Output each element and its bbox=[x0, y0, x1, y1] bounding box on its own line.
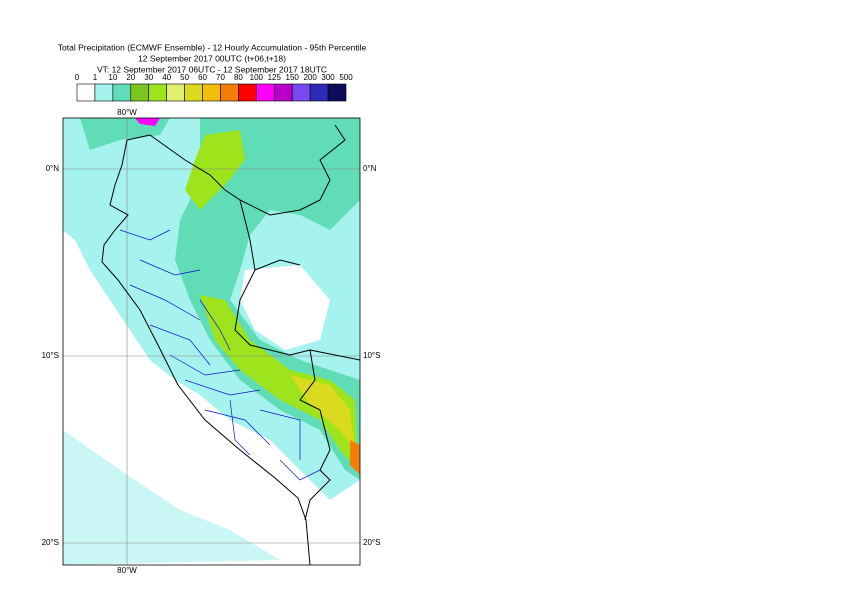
lat-label: 10°S bbox=[363, 351, 380, 360]
legend-swatch bbox=[291, 83, 311, 102]
dry-area bbox=[240, 265, 330, 350]
lat-label: 20°S bbox=[42, 538, 59, 547]
legend-label: 20 bbox=[126, 73, 135, 82]
lon-label: 80°W bbox=[117, 108, 137, 117]
legend-swatch bbox=[220, 83, 239, 102]
legend-label: 500 bbox=[339, 73, 353, 82]
lat-label: 20°S bbox=[363, 538, 380, 547]
legend-label: 30 bbox=[144, 73, 153, 82]
title-line: Total Precipitation (ECMWF Ensemble) - 1… bbox=[58, 42, 367, 52]
precip-heavy bbox=[185, 130, 245, 210]
coastline bbox=[101, 139, 311, 565]
legend-swatch bbox=[166, 83, 185, 102]
legend-label: 60 bbox=[198, 73, 207, 82]
legend-label: 150 bbox=[286, 73, 300, 82]
precip-heavy bbox=[200, 295, 358, 470]
legend-swatch bbox=[112, 83, 132, 102]
legend-swatch bbox=[76, 83, 96, 102]
lon-label: 80°W bbox=[117, 566, 137, 575]
legend-swatch bbox=[148, 83, 167, 102]
legend-swatch bbox=[256, 83, 275, 102]
legend-swatch bbox=[273, 83, 293, 102]
legend-label: 0 bbox=[75, 73, 80, 82]
precip-moderate bbox=[80, 118, 170, 150]
map-area bbox=[63, 118, 360, 565]
title-line: 12 September 2017 00UTC (t+06,t+18) bbox=[138, 53, 286, 63]
legend: 0 1 10 20 30 40 50 60 70 80 100 125 150 200 300 500 bbox=[75, 73, 353, 102]
country-border bbox=[126, 124, 360, 521]
legend-label: 50 bbox=[180, 73, 189, 82]
map-frame bbox=[62, 117, 361, 566]
legend-label: 100 bbox=[250, 73, 264, 82]
region-border bbox=[119, 229, 321, 481]
legend-swatch bbox=[309, 83, 329, 102]
legend-swatch bbox=[94, 83, 114, 102]
graticule bbox=[63, 118, 360, 565]
lat-label: 0°N bbox=[46, 164, 60, 173]
precip-heavy bbox=[290, 375, 355, 450]
legend-label: 200 bbox=[303, 73, 317, 82]
precip-extreme bbox=[350, 440, 360, 475]
legend-swatch bbox=[327, 83, 347, 102]
legend-label: 70 bbox=[216, 73, 225, 82]
legend-label: 40 bbox=[162, 73, 171, 82]
precip-extreme bbox=[135, 118, 160, 126]
title-line: VT: 12 September 2017 06UTC - 12 Septemb… bbox=[97, 64, 327, 74]
legend-swatch bbox=[130, 83, 150, 102]
legend-label: 300 bbox=[321, 73, 335, 82]
legend-label: 10 bbox=[108, 73, 117, 82]
legend-label: 1 bbox=[93, 73, 98, 82]
lat-label: 0°N bbox=[363, 164, 377, 173]
legend-swatch bbox=[202, 83, 221, 102]
legend-swatch bbox=[238, 83, 257, 102]
legend-label: 80 bbox=[234, 73, 243, 82]
precip-light bbox=[63, 430, 280, 565]
lat-label: 10°S bbox=[42, 351, 59, 360]
legend-label: 125 bbox=[268, 73, 282, 82]
legend-swatch bbox=[184, 83, 203, 102]
